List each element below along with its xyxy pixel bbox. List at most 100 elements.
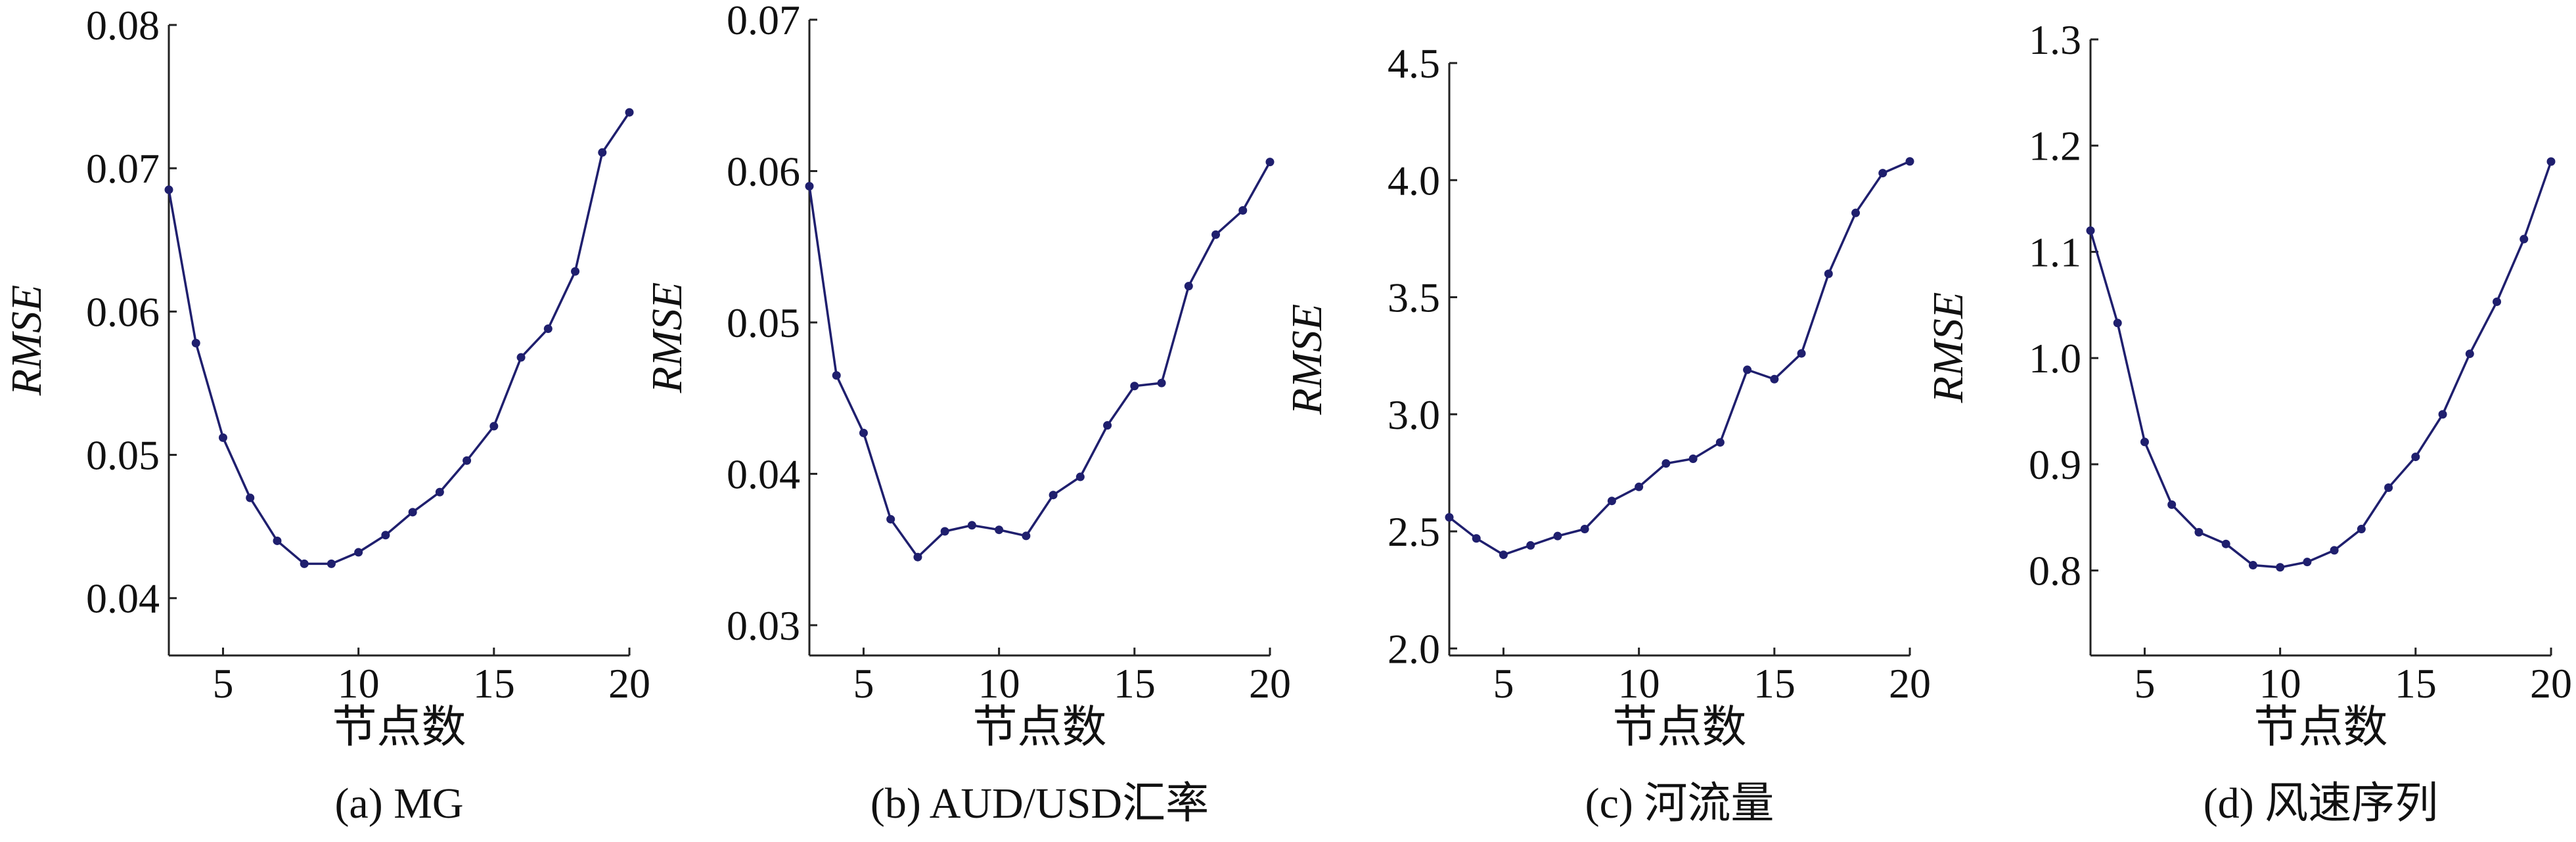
data-point	[2140, 437, 2149, 447]
data-point	[1157, 378, 1166, 388]
chart-panel-4: 0.8 0.9 1.0 1.1 1.2 1.3 5 10 15 20 RMSE 节点数 (d) 风速序列	[1924, 16, 2572, 828]
data-point	[940, 527, 949, 536]
y-tick-label: 1.2	[2029, 123, 2081, 169]
chart-caption: (a) MG	[334, 780, 463, 828]
y-tick-label: 0.04	[727, 451, 800, 497]
x-tick-label: 15	[2395, 660, 2437, 707]
x-tick-label: 5	[212, 660, 233, 707]
x-tick-label: 20	[1249, 660, 1291, 707]
data-point	[1075, 472, 1085, 481]
data-point	[1130, 382, 1139, 391]
data-point	[1770, 374, 1779, 384]
x-tick-label: 5	[853, 660, 874, 707]
y-tick-label: 4.0	[1388, 157, 1440, 204]
data-point	[832, 371, 841, 380]
data-point	[2303, 558, 2312, 567]
data-point	[1824, 269, 1833, 278]
y-axis-label: RMSE	[1283, 304, 1331, 416]
data-point	[1715, 438, 1725, 447]
data-point	[327, 559, 336, 568]
y-tick-label: 0.06	[727, 148, 800, 194]
y-tick-label: 0.8	[2029, 548, 2081, 594]
data-point	[1445, 513, 1454, 522]
y-tick-label: 0.06	[86, 288, 160, 335]
data-point	[1688, 454, 1698, 464]
x-axis-label: 节点数	[972, 702, 1106, 752]
data-point	[886, 515, 895, 524]
data-point	[1103, 421, 1112, 430]
data-point	[2248, 561, 2257, 570]
data-point	[598, 148, 607, 157]
data-point	[967, 521, 976, 530]
x-tick-label: 15	[473, 660, 515, 707]
y-tick-label: 0.04	[86, 575, 160, 622]
chart-caption: (c) 河流量	[1585, 780, 1774, 828]
y-tick-label: 0.03	[727, 602, 800, 649]
x-axis-label: 节点数	[2253, 702, 2387, 752]
y-tick-label: 1.3	[2029, 16, 2081, 63]
data-point	[2194, 527, 2203, 537]
data-point	[218, 433, 227, 442]
data-point	[2520, 234, 2529, 244]
series-line	[1448, 160, 1910, 556]
x-tick-label: 15	[1114, 660, 1156, 707]
data-point	[273, 536, 282, 545]
data-point	[191, 338, 200, 347]
data-point	[489, 422, 499, 431]
data-point	[1553, 531, 1562, 541]
data-point	[1905, 157, 1914, 166]
x-tick-label: 15	[1753, 660, 1796, 707]
x-axis-label: 节点数	[1612, 702, 1746, 752]
data-point	[2384, 483, 2393, 492]
series-line	[168, 112, 631, 565]
data-point	[1211, 230, 1221, 239]
x-tick-label: 10	[978, 660, 1020, 707]
data-point	[2465, 349, 2474, 359]
data-point	[463, 456, 472, 465]
data-point	[516, 353, 526, 362]
y-tick-label: 2.5	[1388, 508, 1440, 555]
x-tick-label: 20	[1889, 660, 1931, 707]
series-line	[808, 161, 1271, 559]
y-tick-label: 3.0	[1388, 391, 1440, 438]
chart-panel-2: 0.03 0.04 0.05 0.06 0.07 5 10 15 20 RMSE 节点数 (b) AU…	[643, 0, 1291, 828]
chart-panel-1: 0.04 0.05 0.06 0.07 0.08 5 10 15 20 RMSE 节点数 (a) MG	[3, 2, 650, 828]
data-point	[2493, 297, 2502, 306]
y-tick-label: 1.1	[2029, 229, 2081, 275]
data-point	[246, 493, 255, 502]
data-point	[1265, 158, 1275, 167]
data-point	[625, 108, 634, 117]
data-point	[354, 548, 363, 557]
data-point	[1472, 534, 1481, 543]
y-tick-label: 1.0	[2029, 335, 2081, 382]
data-point	[859, 428, 868, 437]
x-axis-label: 节点数	[332, 702, 466, 752]
data-point	[571, 267, 580, 276]
y-tick-label: 2.0	[1388, 625, 1440, 672]
y-axis-label: RMSE	[3, 285, 51, 397]
data-point	[2330, 546, 2339, 555]
y-axis-label: RMSE	[1924, 292, 1972, 404]
data-point	[1049, 491, 1058, 500]
chart-panel-3: 2.0 2.5 3.0 3.5 4.0 4.5 5 10 15 20 RMSE 节点数 (c) 河流量	[1283, 40, 1931, 828]
data-point	[2276, 563, 2285, 572]
data-point	[2113, 319, 2122, 328]
data-point	[1238, 206, 1248, 215]
data-point	[2357, 525, 2366, 534]
data-point	[1184, 282, 1193, 291]
y-tick-label: 0.05	[86, 432, 160, 479]
data-point	[1797, 349, 1806, 358]
y-tick-label: 0.05	[727, 299, 800, 346]
x-tick-label: 5	[2134, 660, 2155, 707]
y-tick-label: 4.5	[1388, 40, 1440, 87]
data-point	[543, 324, 553, 334]
y-tick-label: 0.9	[2029, 441, 2081, 488]
data-point	[164, 185, 173, 194]
data-point	[1743, 365, 1752, 374]
chart-caption: (b) AUD/USD汇率	[870, 780, 1209, 828]
data-point	[913, 552, 922, 562]
y-tick-label: 0.07	[86, 145, 160, 192]
data-point	[2221, 539, 2230, 548]
x-tick-label: 10	[1618, 660, 1660, 707]
